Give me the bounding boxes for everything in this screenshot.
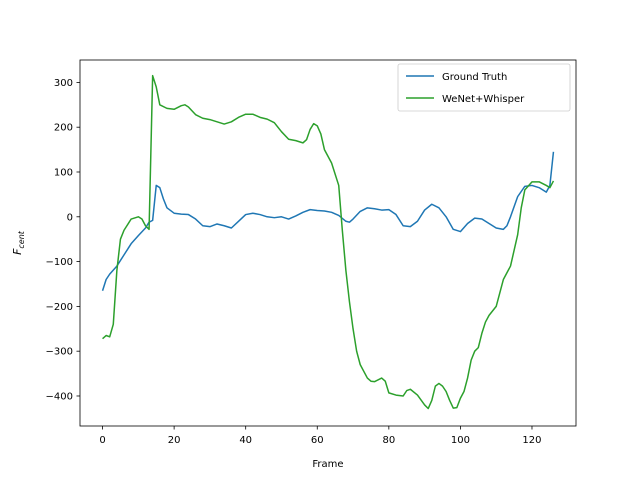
legend-label: WeNet+Whisper: [442, 94, 525, 105]
x-tick-label: 100: [451, 435, 470, 446]
series-line: [101, 151, 555, 291]
x-tick-label: 80: [382, 435, 395, 446]
y-tick-label: −200: [46, 302, 73, 313]
series-line: [102, 74, 555, 410]
y-axis-label: Fcent: [11, 230, 26, 255]
y-tick-label: −400: [46, 391, 73, 402]
y-tick-label: 200: [54, 123, 73, 134]
x-tick-label: 40: [239, 435, 252, 446]
x-tick-label: 20: [168, 435, 181, 446]
x-tick-label: 120: [522, 435, 541, 446]
y-tick-label: 0: [67, 212, 73, 223]
y-axis-label-sub: cent: [17, 230, 26, 248]
y-tick-label: 100: [54, 167, 73, 178]
axes-frame: [79, 59, 577, 427]
x-axis-label: Frame: [312, 459, 343, 470]
y-axis-label-base: F: [11, 248, 24, 255]
y-tick-label: −300: [46, 347, 73, 358]
legend-label: Ground Truth: [442, 72, 507, 83]
legend-box: [397, 63, 571, 112]
y-tick-label: −100: [46, 257, 73, 268]
x-tick-label: 60: [311, 435, 324, 446]
x-tick-label: 0: [99, 435, 105, 446]
y-tick-label: 300: [54, 78, 73, 89]
